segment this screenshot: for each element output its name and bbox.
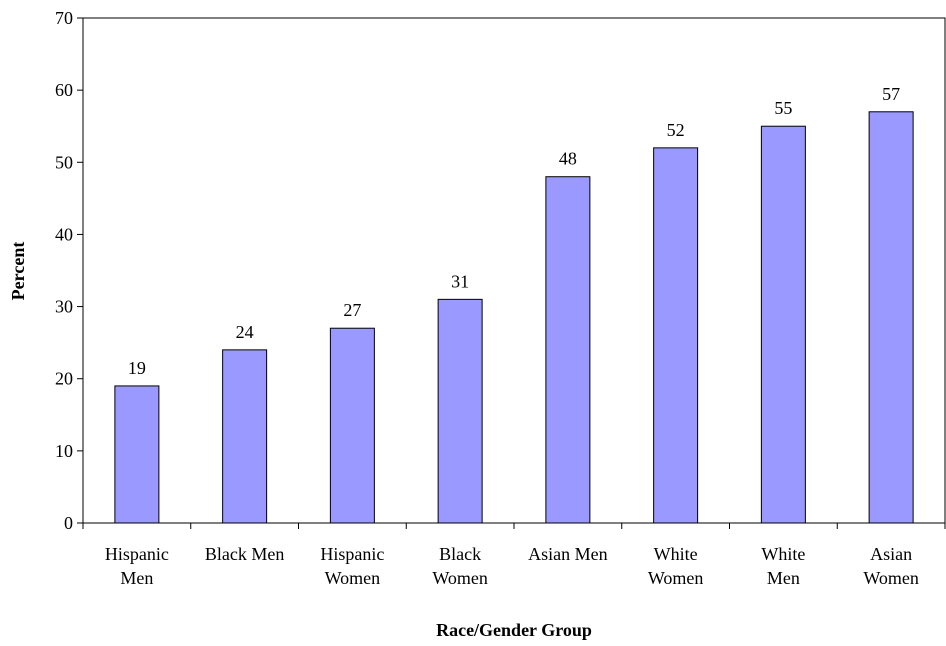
y-tick-label: 30 — [55, 297, 73, 317]
data-label: 52 — [667, 120, 685, 140]
x-tick-label: White Women — [648, 544, 704, 588]
y-axis-title: Percent — [8, 242, 28, 301]
x-tick-label: Black Men — [205, 544, 284, 564]
data-label: 24 — [236, 322, 254, 342]
data-label: 48 — [559, 149, 577, 169]
x-tick-label-line: White — [654, 544, 698, 564]
bar — [760, 125, 806, 524]
x-tick-label-line: White — [761, 544, 805, 564]
x-tick-label-line: Men — [120, 568, 153, 588]
data-label: 27 — [343, 300, 361, 320]
data-label: 55 — [774, 98, 792, 118]
x-tick-label-line: Men — [767, 568, 800, 588]
x-tick-label: White Men — [761, 544, 805, 588]
x-tick-label-line: Women — [432, 568, 488, 588]
y-tick-label: 70 — [55, 8, 73, 28]
bars-group — [114, 111, 914, 524]
bar — [653, 147, 699, 524]
y-tick-label: 60 — [55, 80, 73, 100]
data-label: 57 — [882, 84, 900, 104]
x-tick-label: Black Women — [432, 544, 488, 588]
bar — [114, 385, 160, 524]
y-axis: 0 10 20 30 40 50 60 70 — [55, 8, 83, 533]
x-tick-label: Hispanic Men — [105, 544, 169, 588]
x-tick-label-line: Asian — [870, 544, 912, 564]
plot-frame — [82, 17, 946, 524]
y-tick-label: 40 — [55, 224, 73, 244]
x-tick-label-line: Hispanic — [320, 544, 384, 564]
bar — [437, 298, 483, 524]
bar — [222, 349, 268, 524]
y-tick-label: 10 — [55, 441, 73, 461]
x-tick-label-line: Black — [439, 544, 481, 564]
x-tick-label-line: Black Men — [205, 544, 284, 564]
y-tick-label: 20 — [55, 369, 73, 389]
x-tick-label-line: Women — [648, 568, 704, 588]
x-tick-label-line: Hispanic — [105, 544, 169, 564]
x-tick-label: Asian Women — [863, 544, 919, 588]
x-axis: Hispanic Men Black Men Hispanic Women Black Wo… — [82, 523, 946, 588]
y-tick-label: 0 — [64, 513, 73, 533]
data-labels-group: 19 24 27 31 48 52 55 57 — [128, 84, 900, 378]
data-label: 19 — [128, 358, 146, 378]
x-tick-label: Hispanic Women — [320, 544, 384, 588]
x-tick-label-line: Asian Men — [528, 544, 608, 564]
x-axis-title: Race/Gender Group — [436, 620, 592, 640]
x-tick-label-line: Women — [863, 568, 919, 588]
bar — [868, 111, 914, 524]
y-tick-label: 50 — [55, 152, 73, 172]
data-label: 31 — [451, 271, 469, 291]
bar — [545, 176, 591, 524]
bar — [329, 327, 375, 524]
x-tick-label-line: Women — [325, 568, 381, 588]
x-tick-label: Asian Men — [528, 544, 608, 564]
